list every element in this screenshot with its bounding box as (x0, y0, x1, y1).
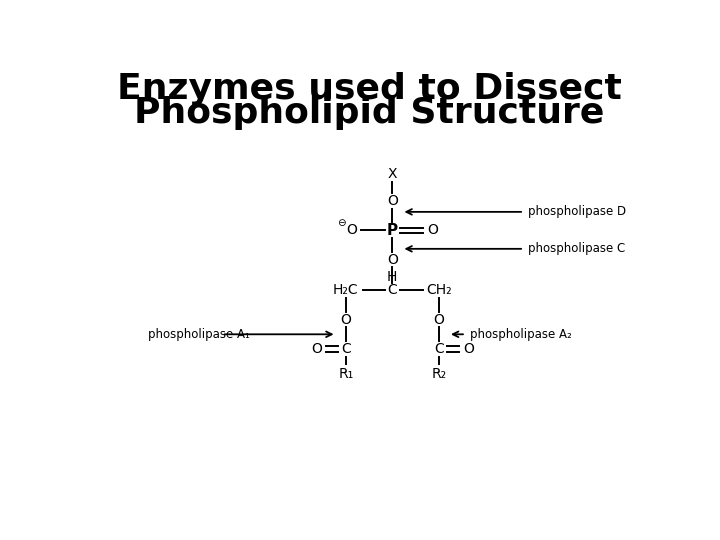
Text: O: O (346, 224, 357, 238)
Text: O: O (427, 224, 438, 238)
Text: C: C (434, 342, 444, 356)
Text: R₁: R₁ (338, 367, 354, 381)
Text: O: O (433, 313, 444, 327)
Text: H: H (387, 269, 397, 284)
Text: phospholipase C: phospholipase C (528, 242, 625, 255)
Text: X: X (387, 167, 397, 181)
Text: C: C (341, 342, 351, 356)
Text: Enzymes used to Dissect: Enzymes used to Dissect (117, 72, 621, 106)
Text: CH₂: CH₂ (426, 284, 451, 298)
Text: C: C (387, 284, 397, 298)
Text: O: O (341, 313, 351, 327)
Text: O: O (463, 342, 474, 356)
Text: Phospholipid Structure: Phospholipid Structure (134, 96, 604, 130)
Text: phospholipase A₂: phospholipase A₂ (469, 328, 572, 341)
Text: phospholipase D: phospholipase D (528, 205, 626, 218)
Text: O: O (311, 342, 322, 356)
Text: ⊖: ⊖ (337, 218, 346, 228)
Text: H₂C: H₂C (333, 284, 359, 298)
Text: phospholipase A₁: phospholipase A₁ (148, 328, 250, 341)
Text: O: O (387, 194, 397, 208)
Text: R₂: R₂ (431, 367, 446, 381)
Text: O: O (387, 253, 397, 267)
Text: P: P (387, 223, 398, 238)
